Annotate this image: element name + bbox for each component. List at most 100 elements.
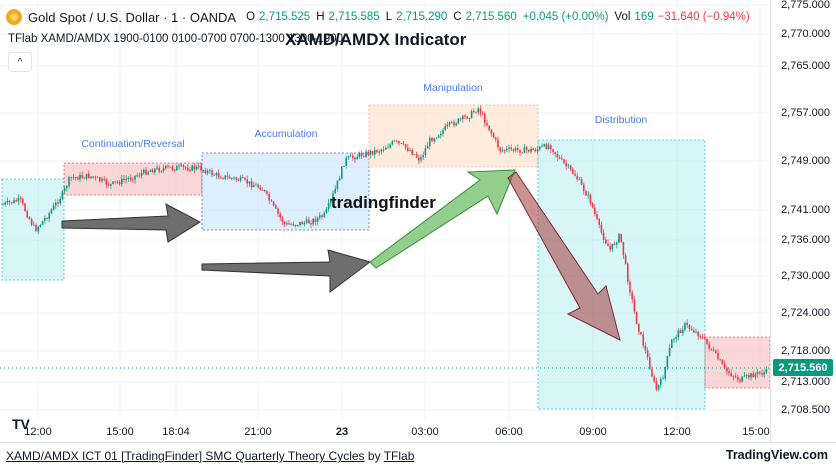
tradingview-brand[interactable]: TradingView.com — [725, 448, 828, 462]
candle-body — [193, 165, 196, 170]
collapse-legend-button[interactable]: ^ — [8, 52, 32, 72]
candle-body — [154, 168, 156, 173]
tradingview-logo-icon[interactable]: TV — [12, 416, 30, 432]
candle-body — [424, 148, 427, 156]
candle-body — [145, 169, 147, 175]
candle-body — [411, 150, 413, 155]
candle-body — [275, 205, 277, 209]
candle-body — [378, 151, 380, 153]
candle-body — [682, 329, 684, 333]
candle-body — [319, 215, 321, 218]
candle-body — [217, 173, 220, 178]
candle-body — [499, 147, 501, 152]
candle-body — [752, 373, 754, 378]
candle-body — [369, 150, 372, 155]
candle-body — [367, 151, 369, 155]
candle-body — [433, 138, 435, 142]
candle-body — [308, 219, 310, 224]
indicator-title: XAMD/AMDX Indicator — [285, 30, 467, 49]
candle-body — [140, 173, 143, 176]
candle-body — [209, 170, 211, 172]
candle-body — [272, 201, 275, 206]
candle-body — [649, 357, 651, 370]
candle-body — [651, 369, 653, 377]
candle-body — [83, 177, 86, 179]
candle-body — [268, 193, 270, 201]
candle-body — [448, 122, 451, 125]
candle-body — [638, 324, 640, 332]
zone-box-teal-left — [1, 178, 65, 281]
candle-body — [290, 224, 292, 226]
ohlc-high-value: 2,715.585 — [328, 11, 380, 23]
candle-body — [730, 373, 732, 377]
candle-body — [110, 183, 112, 186]
candle-body — [690, 328, 693, 331]
candle-body — [39, 224, 42, 227]
candle-body — [246, 179, 248, 184]
candle-body — [701, 337, 704, 338]
candlestick-series — [2, 105, 768, 392]
candle-body — [374, 150, 376, 155]
footer-by: by — [367, 449, 381, 463]
candle-body — [761, 373, 763, 375]
candle-body — [59, 199, 61, 204]
price-change: +0.045 (+0.00%) — [522, 11, 609, 23]
candle-body — [541, 146, 543, 148]
candle-body — [288, 223, 290, 225]
candle-body — [343, 165, 345, 167]
price-label: 2,757.000 — [781, 107, 830, 119]
candle-body — [292, 224, 295, 226]
candle-body — [244, 178, 246, 180]
candle-body — [550, 145, 552, 150]
time-label: 15:00 — [106, 426, 134, 438]
time-axis[interactable]: 12:00 15:00 18:04 21:00 23 03:00 06:00 0… — [0, 420, 770, 442]
symbol-title[interactable]: Gold Spot / U.S. Dollar · 1 · OANDA — [28, 9, 237, 25]
indicator-settings-line[interactable]: TFlab XAMD/AMDX 1900-0100 0100-0700 0700… — [8, 33, 343, 45]
candle-body — [633, 299, 636, 312]
ohlc-low-value: 2,715.290 — [396, 11, 448, 23]
candle-body — [622, 241, 625, 256]
price-label: 2,718.000 — [781, 345, 830, 357]
candle-body — [422, 155, 424, 158]
candle-body — [248, 181, 251, 184]
time-label: 15:00 — [742, 426, 770, 438]
zone-label-accumulation: Accumulation — [254, 128, 318, 140]
candle-body — [74, 177, 77, 179]
author-link[interactable]: TFlab — [383, 449, 415, 463]
candle-body — [723, 364, 726, 368]
candle-body — [24, 203, 26, 212]
candle-body — [264, 190, 266, 192]
candle-body — [341, 166, 343, 179]
candle-body — [35, 225, 37, 232]
candle-body — [532, 148, 534, 150]
candle-body — [270, 200, 273, 202]
candle-body — [242, 177, 244, 179]
price-label: 2,741.000 — [781, 204, 830, 216]
candle-body — [121, 178, 123, 185]
candle-body — [327, 203, 330, 210]
candle-body — [418, 157, 420, 161]
candle-body — [495, 137, 497, 140]
candle-body — [206, 170, 209, 174]
candle-body — [149, 170, 152, 172]
candle-body — [279, 213, 281, 218]
time-label: 12:00 — [663, 426, 691, 438]
price-axis[interactable]: 2,775.000 2,770.000 2,765.000 2,757.000 … — [770, 0, 836, 442]
candle-body — [501, 150, 504, 152]
candle-body — [653, 376, 655, 382]
candle-body — [191, 165, 193, 171]
candle-body — [462, 115, 464, 120]
candle-body — [233, 177, 235, 179]
candle-body — [481, 113, 484, 115]
zone-label-manipulation: Manipulation — [423, 82, 483, 94]
candle-body — [224, 175, 226, 179]
chart-area[interactable]: Gold Spot / U.S. Dollar · 1 · OANDA O 2,7… — [0, 0, 770, 442]
candle-body — [668, 348, 671, 357]
candle-body — [389, 144, 391, 148]
candle-body — [468, 118, 471, 119]
script-title-link[interactable]: XAMD/AMDX ICT 01 [TradingFinder] SMC Qua… — [6, 449, 365, 463]
candle-body — [165, 165, 167, 169]
candle-body — [81, 174, 83, 178]
candle-body — [620, 233, 622, 242]
price-chart[interactable] — [0, 0, 770, 420]
